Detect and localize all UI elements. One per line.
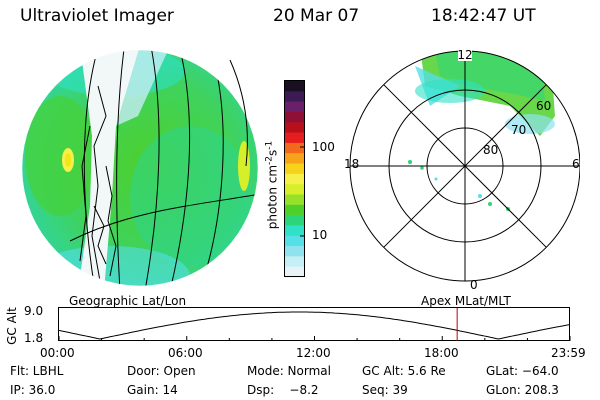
app-title: Ultraviolet Imager	[20, 6, 174, 26]
geographic-image	[21, 49, 259, 287]
timeline-tick-1200: 12:00	[296, 346, 331, 360]
gc-alt-value: GC Alt: 5.6 Re	[362, 364, 446, 378]
polar-label-mlt-0: 0	[470, 278, 478, 291]
colorbar-stripe	[285, 101, 305, 113]
polar-label-lat-70: 70	[511, 123, 526, 137]
glat-value: GLat: −64.0	[486, 364, 559, 378]
date-label: 20 Mar 07	[273, 6, 360, 26]
timeline-tick-2359: 23:59	[551, 346, 586, 360]
polar-plot: 12 60 70 80 18 6 0	[344, 47, 580, 291]
polar-label-lat-80: 80	[483, 143, 498, 157]
colorbar-stripe	[285, 153, 305, 165]
colorbar-stripe	[285, 246, 305, 257]
colorbar-stripe	[285, 173, 305, 185]
colorbar-tick-100: 100	[312, 140, 335, 154]
dsp-value: Dsp: −8.2	[247, 383, 319, 397]
timeline-ymin: 1.8	[24, 331, 44, 345]
timeline-ylabel: GC Alt	[5, 307, 19, 345]
polar-label-mlt-6: 6	[572, 157, 580, 171]
colorbar-stripe	[285, 194, 305, 206]
colorbar-stripe	[285, 256, 305, 268]
timeline-tick-0600: 06:00	[168, 346, 203, 360]
polar-label-mlt-18: 18	[344, 157, 359, 171]
geographic-caption: Geographic Lat/Lon	[69, 294, 187, 308]
colorbar-stripe	[285, 235, 305, 247]
filter-value: Flt: LBHL	[10, 364, 64, 378]
colorbar-stripe	[285, 122, 305, 134]
timeline-tick-0000: 00:00	[40, 346, 75, 360]
polar-label-mlt-12: 12	[457, 48, 472, 62]
colorbar-stripe	[285, 91, 305, 103]
time-label: 18:42:47 UT	[431, 6, 536, 26]
ip-value: IP: 36.0	[10, 383, 56, 397]
door-status: Door: Open	[127, 364, 196, 378]
polar-label-lat-60: 60	[536, 99, 551, 113]
gain-value: Gain: 14	[127, 383, 178, 397]
colorbar-unit-label: photon cm-2s-1	[264, 140, 280, 230]
colorbar-tick-10: 10	[312, 228, 328, 242]
colorbar-stripe	[285, 132, 305, 144]
color-scale-bar	[284, 80, 305, 278]
colorbar-stripe	[285, 81, 305, 92]
seq-value: Seq: 39	[362, 383, 408, 397]
colorbar-stripe	[285, 163, 305, 175]
colorbar-stripe	[285, 215, 305, 226]
timeline-ymax: 9.0	[24, 304, 44, 318]
colorbar-stripe	[285, 225, 305, 237]
colorbar-stripe	[285, 204, 305, 216]
colorbar-stripe	[285, 142, 305, 154]
colorbar-stripe	[285, 111, 305, 123]
mode-value: Mode: Normal	[247, 364, 331, 378]
colorbar-stripe	[285, 266, 305, 278]
altitude-timeline	[58, 307, 571, 341]
colorbar-stripe	[285, 184, 305, 195]
glon-value: GLon: 208.3	[486, 383, 559, 397]
apex-caption: Apex MLat/MLT	[421, 294, 511, 308]
timeline-tick-1800: 18:00	[424, 346, 459, 360]
